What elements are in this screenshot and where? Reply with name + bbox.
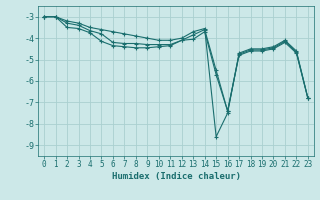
X-axis label: Humidex (Indice chaleur): Humidex (Indice chaleur) bbox=[111, 172, 241, 181]
